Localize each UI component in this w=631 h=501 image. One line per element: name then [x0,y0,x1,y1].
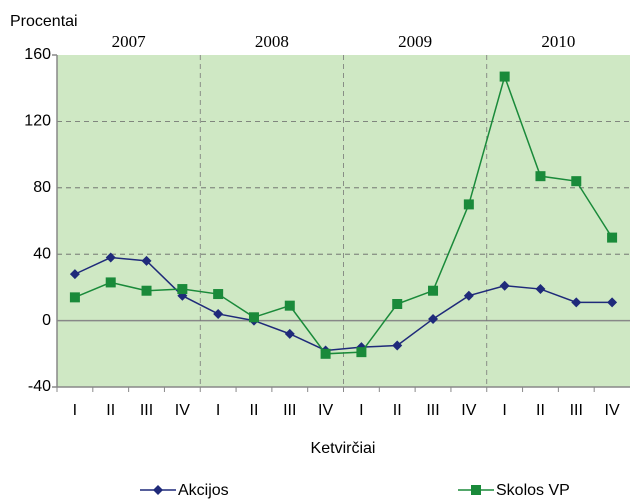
x-tick-label: IV [605,402,620,419]
x-tick-label: III [570,402,583,419]
y-tick-label: -40 [28,378,51,395]
data-point [105,252,116,263]
data-point [535,171,546,182]
x-tick-label: IV [175,402,190,419]
year-label: 2007 [112,32,147,51]
x-tick-label: IV [461,402,476,419]
x-tick-label: I [502,402,506,419]
year-label: 2009 [398,32,432,51]
x-tick-label: II [106,402,115,419]
marker [153,485,163,495]
data-point [69,292,80,303]
y-tick-label: 160 [24,46,51,63]
data-point [428,285,439,296]
y-axis-label: Procentai [10,13,78,30]
y-tick-label: 0 [42,312,51,329]
x-tick-label: IV [318,402,333,419]
data-point [463,199,474,210]
data-point [356,347,367,358]
data-point [392,340,403,351]
x-tick-label: I [359,402,363,419]
x-tick-label: III [283,402,296,419]
data-point [284,328,295,339]
data-point [69,269,80,280]
series-line [74,256,613,352]
data-point [213,289,224,300]
data-point [141,285,152,296]
data-point [499,280,510,291]
y-tick-label: 80 [33,179,51,196]
data-point [248,312,259,323]
data-point [499,71,510,82]
year-label: 2008 [255,32,289,51]
data-point [320,348,331,359]
data-point [607,232,618,243]
y-tick-label: 120 [24,113,51,130]
data-point [463,290,474,301]
data-point [141,255,152,266]
y-tick-label: 40 [33,245,51,262]
x-tick-label: I [73,402,77,419]
x-tick-label: I [216,402,220,419]
marker [471,485,481,495]
series-line [74,74,613,355]
data-point [284,300,295,311]
x-axis-label: Ketvirčiai [311,440,376,457]
x-tick-label: III [426,402,439,419]
data-point [571,176,582,187]
data-point [428,313,439,324]
data-point [177,284,188,295]
data-point [105,277,116,288]
x-tick-label: II [536,402,545,419]
x-tick-label: II [250,402,259,419]
data-point [213,308,224,319]
data-point [392,299,403,309]
x-tick-label: II [393,402,402,419]
data-point [535,284,546,295]
year-label: 2010 [541,32,575,51]
legend-label: Skolos VP [496,482,570,499]
data-point [571,297,582,308]
x-tick-label: III [140,402,153,419]
legend-label: Akcijos [178,482,229,499]
data-point [607,297,618,308]
